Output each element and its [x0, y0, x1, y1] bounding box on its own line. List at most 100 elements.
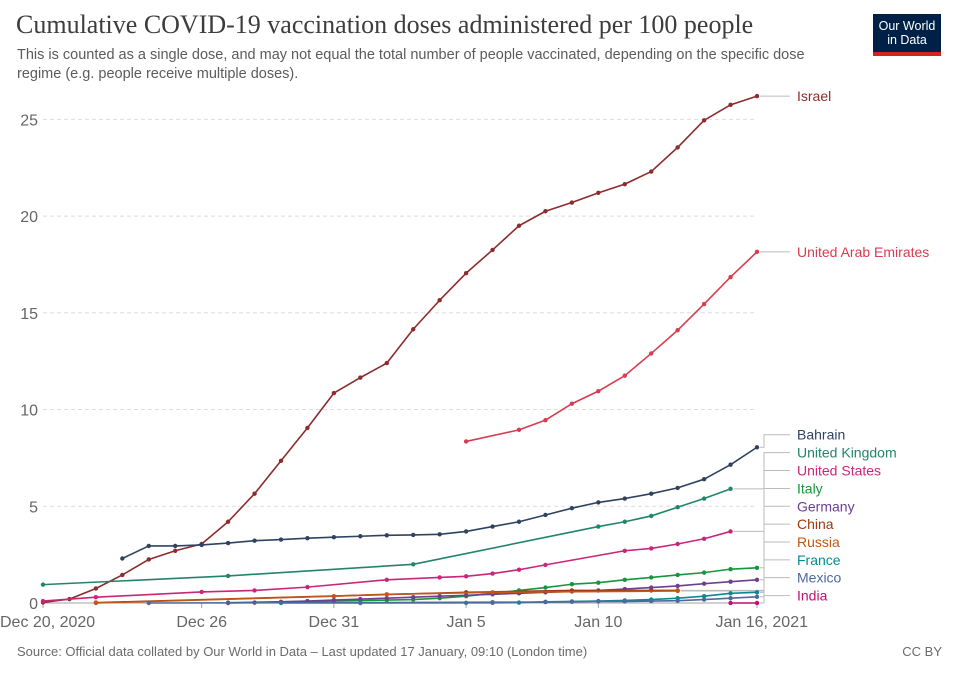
- series-label-israel: Israel: [797, 88, 831, 104]
- data-point-bahrain: [199, 542, 204, 548]
- data-point-bahrain: [675, 485, 680, 491]
- series-label-germany: Germany: [797, 498, 855, 514]
- series-label-france: France: [797, 552, 841, 568]
- data-point-united-states: [701, 536, 707, 541]
- data-point-russia: [490, 590, 495, 595]
- x-tick-label: Dec 20, 2020: [0, 614, 95, 631]
- y-tick-label: 10: [20, 403, 38, 420]
- data-point-united-kingdom: [40, 582, 46, 587]
- data-point-italy: [754, 565, 760, 570]
- series-label-mexico: Mexico: [797, 570, 842, 586]
- data-point-israel: [490, 247, 495, 253]
- data-point-united-states: [384, 577, 389, 582]
- data-point-mexico: [754, 594, 760, 600]
- series-line-bahrain: [121, 446, 758, 560]
- data-point-israel: [411, 327, 416, 332]
- data-point-mexico: [358, 600, 363, 605]
- data-point-italy: [701, 570, 707, 575]
- data-point-united-arab-emirates: [596, 388, 601, 394]
- data-point-israel: [93, 586, 99, 591]
- data-point-mexico: [146, 600, 151, 606]
- series-label-united-arab-emirates: United Arab Emirates: [797, 244, 929, 260]
- data-point-united-states: [199, 589, 204, 595]
- data-point-bahrain: [596, 500, 601, 505]
- data-point-israel: [754, 93, 760, 99]
- series-label-united-kingdom: United Kingdom: [797, 445, 897, 461]
- data-point-bahrain: [173, 543, 178, 549]
- data-point-united-kingdom: [649, 513, 654, 519]
- x-tick-label: Jan 5: [447, 614, 486, 631]
- owid-logo[interactable]: Our World in Data: [873, 14, 941, 56]
- data-point-russia: [331, 594, 337, 599]
- data-point-united-arab-emirates: [543, 417, 548, 423]
- data-point-italy: [675, 572, 680, 578]
- data-point-united-kingdom: [411, 562, 416, 567]
- data-point-italy: [569, 582, 575, 587]
- data-point-israel: [252, 491, 257, 496]
- data-point-mexico: [622, 599, 627, 604]
- data-point-united-arab-emirates: [728, 274, 733, 280]
- data-point-bahrain: [278, 537, 284, 542]
- series-label-india: India: [797, 588, 828, 604]
- data-point-bahrain: [622, 496, 627, 501]
- data-point-united-kingdom: [675, 505, 680, 510]
- data-point-israel: [569, 200, 575, 205]
- data-point-france: [728, 591, 733, 596]
- data-point-bahrain: [146, 543, 151, 549]
- connector-mexico: [760, 577, 790, 598]
- series-label-china: China: [797, 516, 834, 532]
- connector-india: [760, 595, 790, 604]
- data-point-bahrain: [701, 476, 707, 482]
- series-label-italy: Italy: [797, 480, 823, 496]
- data-point-india: [754, 600, 760, 606]
- data-point-united-kingdom: [728, 486, 733, 492]
- logo-line-2: in Data: [887, 33, 927, 47]
- data-point-germany: [675, 583, 680, 589]
- data-point-mexico: [596, 599, 601, 604]
- data-point-bahrain: [728, 462, 733, 467]
- data-point-united-arab-emirates: [675, 328, 680, 333]
- data-point-france: [754, 590, 760, 595]
- data-point-russia: [675, 588, 680, 594]
- data-point-united-states: [622, 548, 627, 553]
- data-point-united-kingdom: [596, 524, 601, 529]
- license-link[interactable]: CC BY: [902, 644, 942, 659]
- data-point-israel: [649, 169, 654, 174]
- data-point-united-states: [252, 588, 257, 593]
- data-point-united-arab-emirates: [649, 351, 654, 356]
- data-point-mexico: [728, 595, 733, 601]
- data-point-israel: [358, 375, 363, 380]
- data-point-united-states: [649, 546, 654, 551]
- y-tick-label: 20: [20, 209, 38, 226]
- x-axis-ticks: Dec 20, 2020 Dec 26 Dec 31 Jan 5 Jan 10 Jan 1…: [0, 603, 808, 631]
- connector-united-states: [733, 469, 790, 532]
- data-point-united-kingdom: [225, 573, 231, 579]
- data-point-mexico: [701, 597, 707, 602]
- y-tick-label: 15: [20, 306, 38, 323]
- data-point-italy: [622, 577, 627, 582]
- data-point-russia: [384, 592, 389, 597]
- data-point-united-states: [93, 594, 99, 600]
- data-point-bahrain: [225, 540, 231, 546]
- data-point-israel: [675, 145, 680, 150]
- data-point-bahrain: [331, 535, 337, 540]
- data-point-israel: [516, 223, 522, 228]
- data-point-bahrain: [358, 534, 363, 539]
- data-point-bahrain: [543, 512, 548, 518]
- data-point-italy: [596, 580, 601, 585]
- data-point-united-arab-emirates: [701, 301, 707, 307]
- series-line-united-arab-emirates: [465, 251, 758, 443]
- data-point-united-arab-emirates: [754, 249, 760, 255]
- data-point-bahrain: [384, 533, 389, 538]
- data-point-israel: [437, 298, 442, 303]
- series-line-israel: [42, 95, 758, 604]
- data-point-russia: [93, 600, 99, 606]
- data-point-bahrain: [411, 532, 416, 538]
- data-point-bahrain: [516, 519, 522, 524]
- data-point-israel: [701, 118, 707, 123]
- data-point-israel: [543, 209, 548, 214]
- data-point-united-states: [675, 541, 680, 547]
- x-tick-label: Jan 10: [574, 614, 622, 631]
- data-point-mexico: [490, 600, 495, 605]
